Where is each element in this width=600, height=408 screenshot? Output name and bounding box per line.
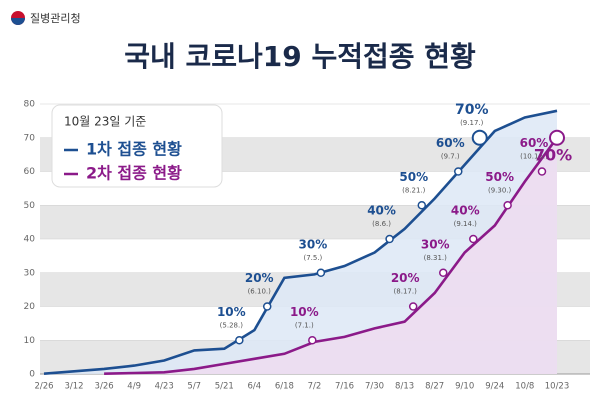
milestone-label: 30% <box>299 237 328 251</box>
y-tick-label: 20 <box>24 302 36 312</box>
y-tick-label: 10 <box>24 336 36 346</box>
x-tick-label: 2/26 <box>34 382 53 392</box>
y-tick-label: 50 <box>24 201 36 211</box>
x-tick-label: 8/27 <box>425 382 444 392</box>
milestone-label: 60% <box>436 136 465 150</box>
x-tick-label: 10/23 <box>545 382 570 392</box>
milestone-date: (7.1.) <box>295 321 314 329</box>
series-area <box>104 137 557 374</box>
x-tick-label: 6/18 <box>275 382 294 392</box>
x-tick-label: 5/21 <box>215 382 234 392</box>
y-tick-label: 70 <box>24 133 36 143</box>
legend-box <box>51 104 223 188</box>
milestone-date: (8.6.) <box>372 220 391 228</box>
milestone-label: 20% <box>391 271 420 285</box>
milestone-marker <box>471 129 488 146</box>
legend-label: 2차 접종 현황 <box>86 164 182 183</box>
milestone-marker <box>469 234 478 244</box>
milestone-date: (7.5.) <box>303 254 322 262</box>
x-tick-label: 9/24 <box>485 382 504 392</box>
legend-label: 1차 접종 현황 <box>86 140 182 159</box>
logo-half <box>11 18 25 25</box>
y-tick-label: 0 <box>29 370 35 380</box>
x-tick-label: 7/2 <box>308 382 322 392</box>
x-tick-label: 7/30 <box>365 382 384 392</box>
x-tick-label: 3/26 <box>95 382 114 392</box>
legend-title: 10월 23일 기준 <box>64 115 146 129</box>
milestone-label: 70% <box>455 102 489 118</box>
milestone-label: 30% <box>421 237 450 251</box>
x-tick-label: 3/12 <box>65 382 84 392</box>
x-tick-label: 8/13 <box>395 382 414 392</box>
milestone-date: (10.16.) <box>520 153 548 161</box>
y-tick-label: 30 <box>24 268 36 278</box>
x-tick-label: 7/16 <box>335 382 354 392</box>
x-tick-label: 6/4 <box>248 382 262 392</box>
milestone-date: (9.30.) <box>488 186 512 194</box>
milestone-marker <box>408 302 418 311</box>
milestone-label: 70% <box>534 145 572 164</box>
milestone-marker <box>438 268 448 277</box>
y-tick-label: 80 <box>24 100 36 110</box>
x-tick-label: 5/7 <box>187 382 201 392</box>
milestone-label: 50% <box>485 170 514 184</box>
x-tick-label: 9/10 <box>455 382 474 392</box>
milestone-marker <box>316 268 326 277</box>
milestone-label: 20% <box>245 271 274 285</box>
org-name: 질병관리청 <box>30 12 81 25</box>
milestone-date: (9.14.) <box>454 220 478 228</box>
y-tick-label: 40 <box>24 235 36 245</box>
milestone-date: (6.10.) <box>248 288 272 296</box>
milestone-label: 40% <box>451 204 480 218</box>
milestone-marker <box>385 234 394 244</box>
milestone-label: 60% <box>520 136 549 150</box>
milestone-label: 10% <box>290 305 319 319</box>
x-tick-label: 10/8 <box>515 382 534 392</box>
plot: 0 10 20 30 40 50 60 70 80 2/26 3/12 3/26 4/9 4/23 5/7 5… <box>24 100 590 392</box>
milestone-marker <box>503 201 512 210</box>
series-line <box>43 109 558 375</box>
milestone-label: 40% <box>367 204 396 218</box>
milestone-date: (8.31.) <box>424 254 448 262</box>
milestone-label: 50% <box>399 170 428 184</box>
y-tick-label: 60 <box>24 167 36 177</box>
milestone-marker <box>235 336 244 345</box>
milestone-marker <box>262 302 272 311</box>
milestone-date: (5.28.) <box>220 321 244 329</box>
milestone-date: (8.17.) <box>394 288 418 296</box>
milestone-marker <box>549 129 565 146</box>
milestone-marker <box>537 167 547 176</box>
milestone-marker <box>454 167 463 176</box>
milestone-marker <box>417 201 427 210</box>
x-tick-label: 4/9 <box>127 382 141 392</box>
milestone-date: (9.17.) <box>460 119 484 127</box>
milestone-marker <box>308 336 317 345</box>
milestone-date: (8.21.) <box>402 186 426 194</box>
chart-title: 국내 코로나19 누적접종 현황 <box>124 40 476 73</box>
milestone-date: (9.7.) <box>441 153 460 161</box>
x-tick-label: 4/23 <box>155 382 174 392</box>
series-line <box>104 137 559 375</box>
milestone-label: 10% <box>217 305 246 319</box>
